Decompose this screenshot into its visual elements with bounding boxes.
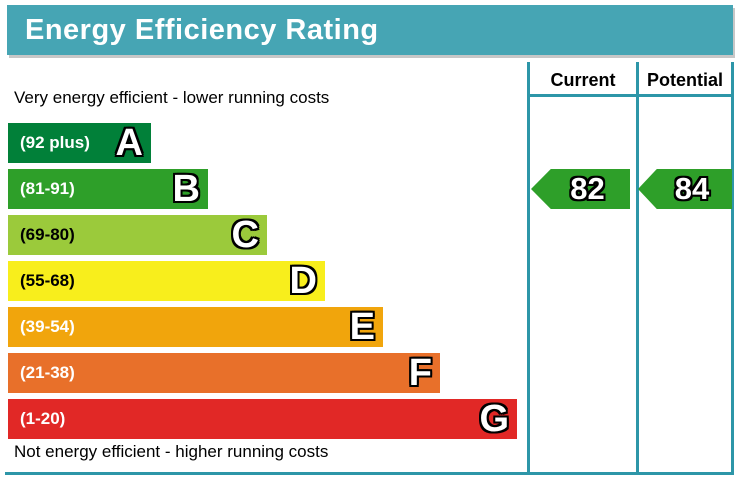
potential-rating-arrow: 84 [638, 169, 732, 209]
potential-rating-value: 84 [674, 171, 710, 206]
band-letter: E [349, 306, 375, 348]
band-F: (21-38) F [8, 352, 440, 394]
band-G: (1-20) G [8, 398, 517, 440]
current-column-left-line [527, 62, 530, 475]
table-right-line [731, 62, 734, 475]
band-B: (81-91) B [8, 168, 208, 210]
band-E: (39-54) E [8, 306, 383, 348]
potential-column-header: Potential [646, 70, 723, 90]
band-C: (69-80) C [8, 214, 267, 256]
column-divider-line [636, 62, 639, 475]
band-range-label: (81-91) [20, 179, 75, 198]
title-bar: Energy Efficiency Rating [7, 5, 733, 55]
band-range-label: (55-68) [20, 271, 75, 290]
band-range-label: (39-54) [20, 317, 75, 336]
band-A: (92 plus) A [8, 122, 151, 164]
current-rating-value: 82 [570, 171, 605, 206]
band-range-label: (69-80) [20, 225, 75, 244]
bottom-caption: Not energy efficient - higher running co… [14, 442, 329, 461]
band-range-label: (92 plus) [20, 133, 90, 152]
band-letter: G [479, 398, 509, 440]
header-underline [527, 94, 734, 97]
band-letter: B [172, 168, 200, 210]
bottom-border-line [5, 472, 734, 475]
band-letter: D [289, 260, 317, 302]
band-range-label: (1-20) [20, 409, 66, 428]
current-rating-arrow: 82 [531, 169, 630, 209]
band-range-label: (21-38) [20, 363, 75, 382]
band-letter: A [115, 122, 143, 164]
page-title: Energy Efficiency Rating [25, 13, 379, 46]
band-D: (55-68) D [8, 260, 325, 302]
top-caption: Very energy efficient - lower running co… [14, 88, 330, 107]
band-letter: F [408, 352, 432, 394]
band-letter: C [231, 214, 259, 256]
current-column-header: Current [550, 70, 616, 90]
